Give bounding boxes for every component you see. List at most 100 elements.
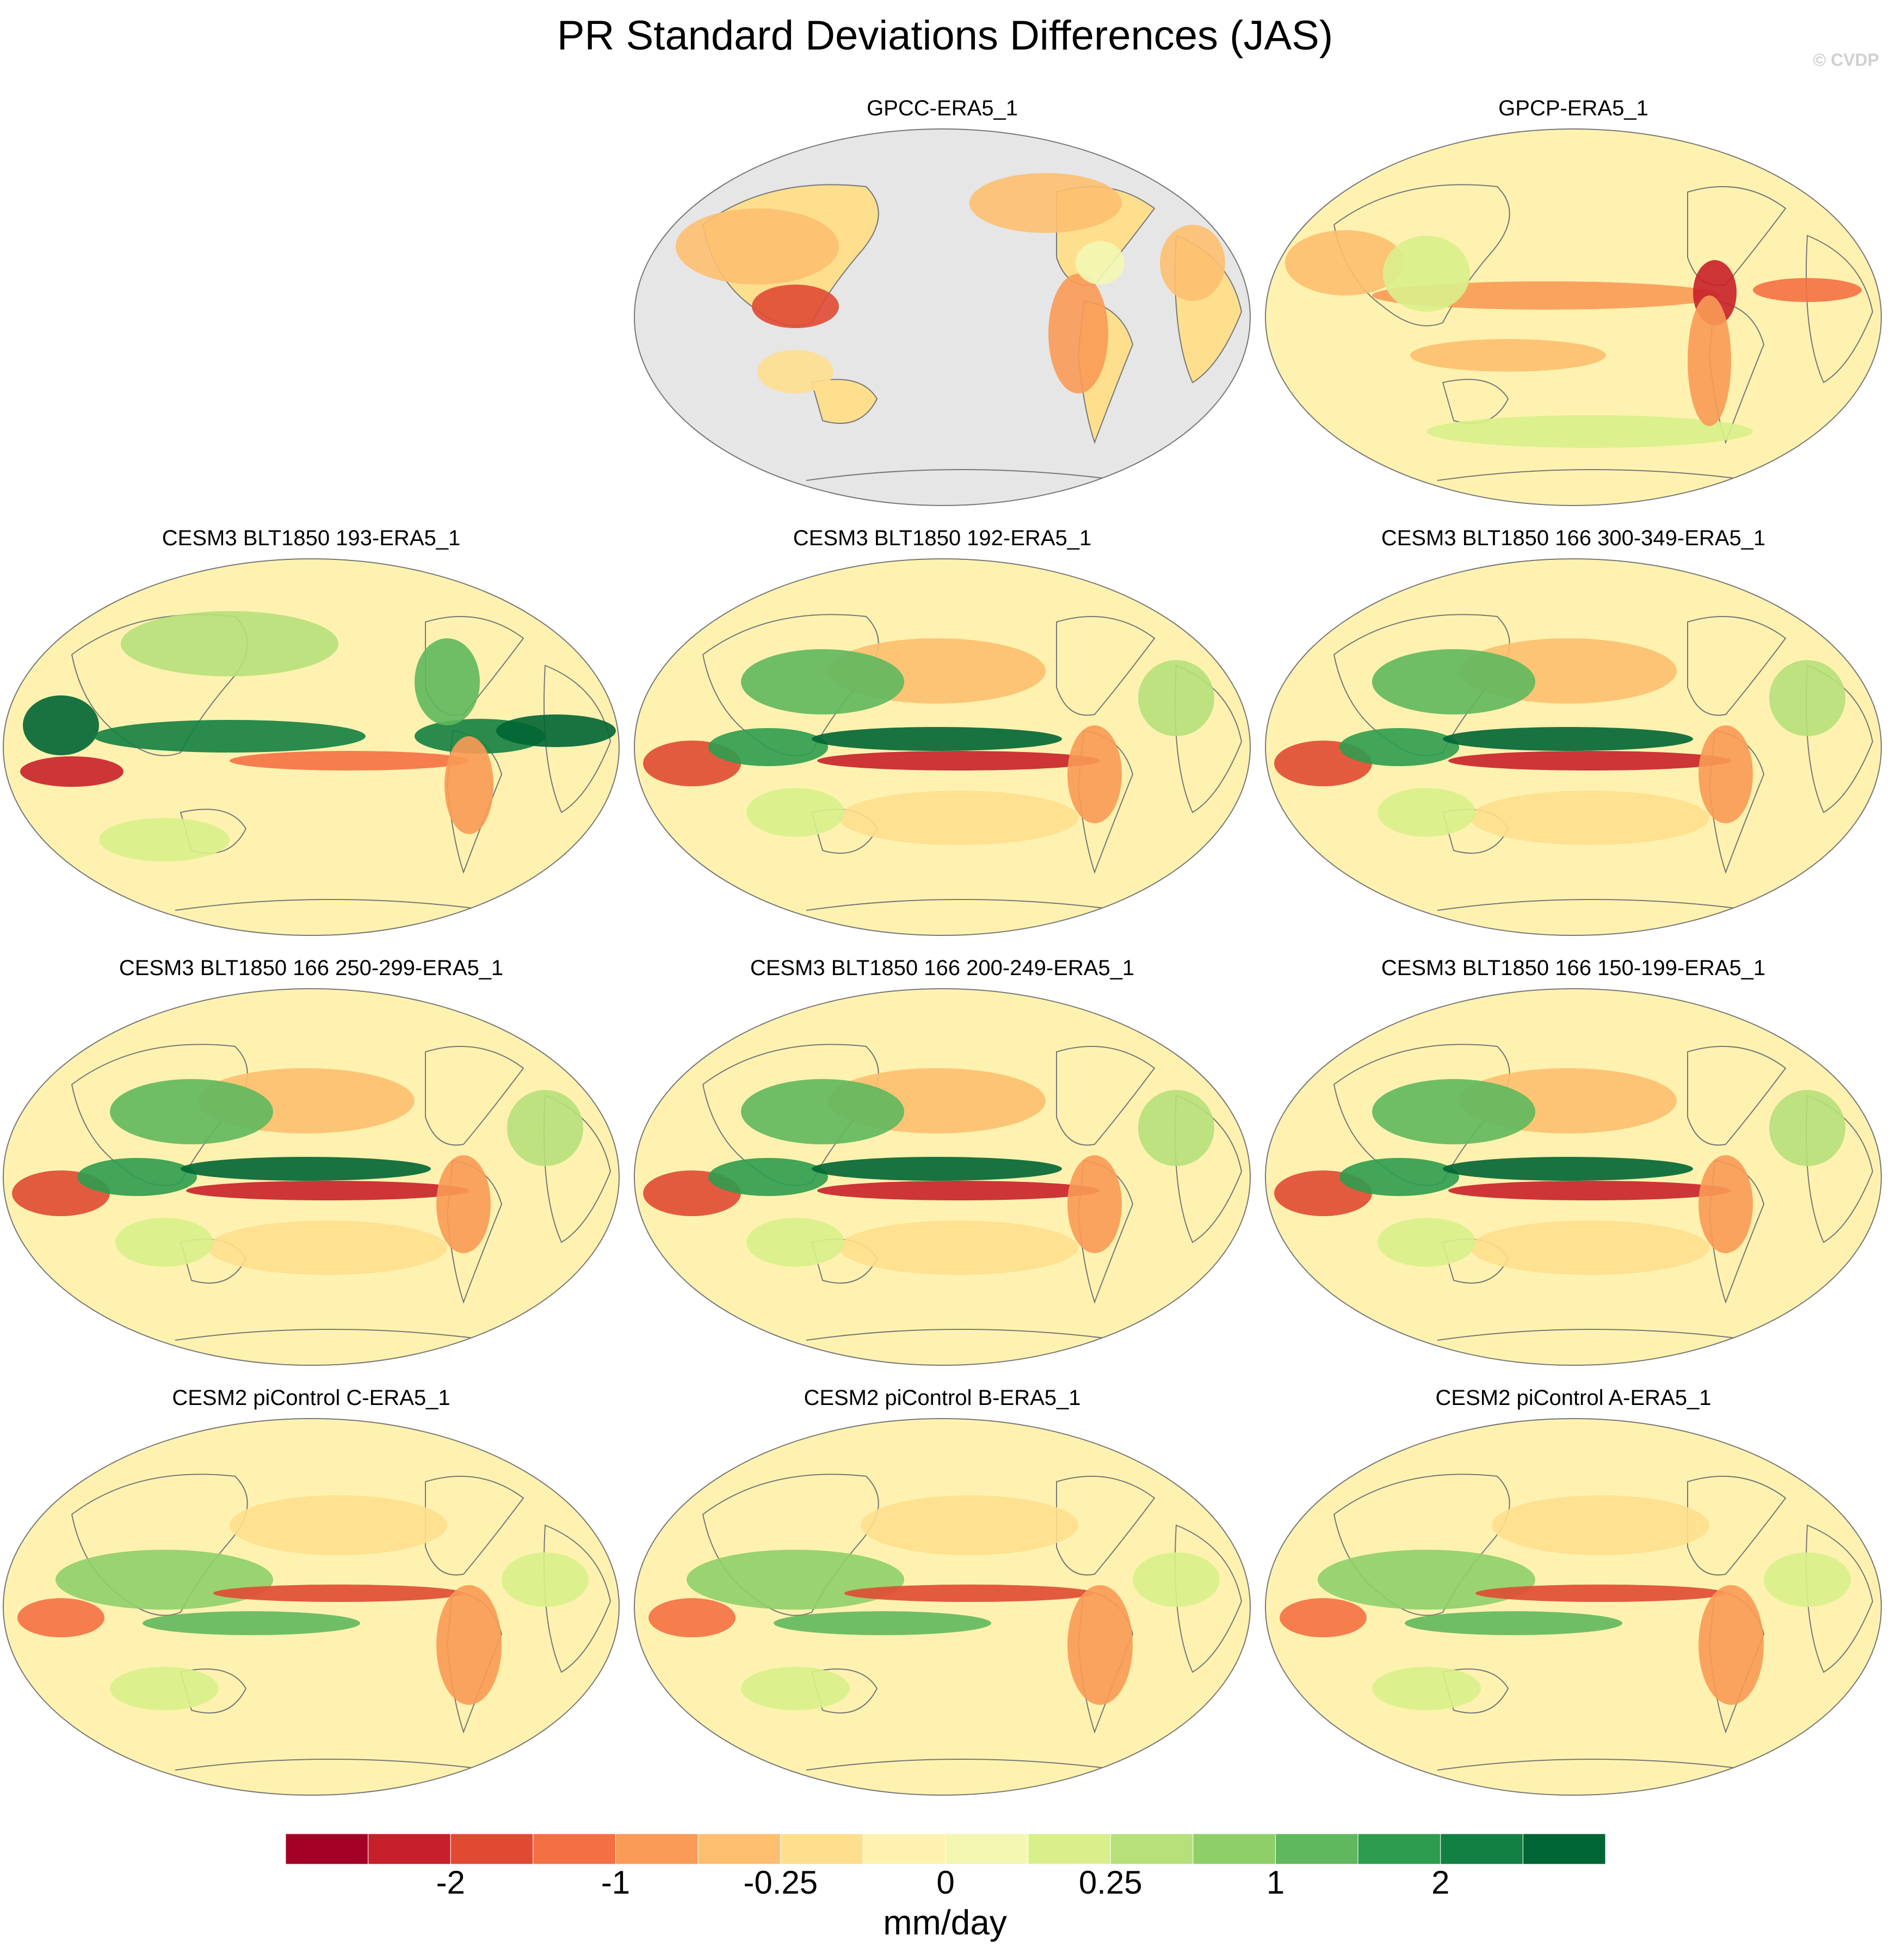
positive-anomaly xyxy=(507,1090,583,1166)
negative-anomaly xyxy=(186,1181,469,1200)
negative-anomaly xyxy=(1067,725,1122,823)
negative-anomaly xyxy=(839,791,1078,845)
positive-anomaly xyxy=(1076,241,1125,285)
antarctica-coast xyxy=(806,469,1122,481)
colorbar-box xyxy=(1522,1834,1605,1864)
negative-anomaly xyxy=(213,1585,464,1602)
south-america-landmass xyxy=(1077,730,1134,874)
colorbar-box xyxy=(1193,1834,1276,1864)
positive-anomaly xyxy=(1339,1158,1459,1196)
positive-anomaly xyxy=(94,720,366,753)
negative-anomaly xyxy=(757,350,833,393)
positive-anomaly xyxy=(1138,1090,1214,1166)
negative-anomaly xyxy=(208,1221,447,1275)
negative-anomaly xyxy=(839,1221,1078,1275)
map-outline xyxy=(634,558,1251,936)
negative-anomaly xyxy=(1698,1155,1753,1253)
negative-anomaly xyxy=(1048,274,1108,393)
panel-title: CESM2 piControl C-ERA5_1 xyxy=(172,1386,450,1410)
positive-anomaly xyxy=(502,1552,589,1607)
colorbar-box xyxy=(862,1834,946,1864)
map-panel: CESM3 BLT1850 166 200-249-ERA5_1 xyxy=(632,955,1252,1385)
panel-title: CESM3 BLT1850 193-ERA5_1 xyxy=(162,526,461,550)
negative-anomaly xyxy=(1470,1221,1709,1275)
panel-title: CESM2 piControl A-ERA5_1 xyxy=(1435,1386,1712,1410)
positive-anomaly xyxy=(741,649,904,714)
map-outline xyxy=(1265,128,1882,506)
negative-anomaly xyxy=(1067,1155,1122,1253)
positive-anomaly xyxy=(812,1157,1062,1181)
africa-landmass xyxy=(1175,664,1243,813)
positive-anomaly xyxy=(1443,727,1693,751)
positive-anomaly xyxy=(812,727,1062,751)
panel-title: CESM3 BLT1850 166 250-299-ERA5_1 xyxy=(119,956,504,980)
positive-anomaly xyxy=(746,788,844,837)
negative-anomaly xyxy=(1160,225,1225,301)
negative-anomaly xyxy=(1492,1495,1709,1555)
negative-anomaly xyxy=(1470,791,1709,845)
positive-anomaly xyxy=(55,1550,273,1610)
positive-anomaly xyxy=(1769,660,1845,736)
colorbar-tick-label: -0.25 xyxy=(743,1864,818,1901)
world-map xyxy=(1265,1418,1882,1796)
map-panel: CESM3 BLT1850 166 150-199-ERA5_1 xyxy=(1263,955,1883,1385)
positive-anomaly xyxy=(687,1550,904,1610)
negative-anomaly xyxy=(844,1585,1095,1602)
negative-anomaly xyxy=(230,751,469,771)
colorbar-box xyxy=(780,1834,863,1864)
panel-title: CESM3 BLT1850 166 300-349-ERA5_1 xyxy=(1381,526,1766,550)
watermark: © CVDP xyxy=(1813,50,1879,70)
positive-anomaly xyxy=(110,1667,219,1710)
positive-anomaly xyxy=(1372,1667,1481,1710)
map-panel: CESM3 BLT1850 166 250-299-ERA5_1 xyxy=(1,955,621,1385)
map-outline xyxy=(634,128,1251,506)
positive-anomaly xyxy=(1769,1090,1845,1166)
panel-title: CESM3 BLT1850 192-ERA5_1 xyxy=(793,526,1092,550)
colorbar-box xyxy=(286,1834,369,1864)
south-america-landmass xyxy=(1708,730,1765,874)
positive-anomaly xyxy=(121,611,338,676)
negative-anomaly xyxy=(436,1585,502,1705)
negative-anomaly xyxy=(817,1181,1100,1200)
positive-anomaly xyxy=(1339,728,1459,766)
antarctica-coast xyxy=(806,899,1122,911)
north-america-landmass xyxy=(1056,1476,1156,1576)
north-america-landmass xyxy=(1687,1046,1787,1146)
missing-ocean-area xyxy=(634,129,1250,506)
africa-landmass xyxy=(1175,1094,1243,1243)
colorbar-box xyxy=(533,1834,616,1864)
antarctica-coast xyxy=(1437,469,1753,481)
africa-landmass xyxy=(1806,235,1874,384)
africa-landmass xyxy=(1806,664,1874,813)
panel-title: CESM2 piControl B-ERA5_1 xyxy=(804,1386,1081,1410)
antarctica-coast xyxy=(1437,1759,1753,1771)
positive-anomaly xyxy=(1133,1552,1220,1607)
positive-anomaly xyxy=(23,695,99,755)
map-outline xyxy=(3,558,620,936)
negative-anomaly xyxy=(444,736,493,834)
positive-anomaly xyxy=(1318,1550,1535,1610)
positive-anomaly xyxy=(77,1158,197,1196)
positive-anomaly xyxy=(1426,415,1753,448)
colorbar-tick-label: 2 xyxy=(1431,1864,1450,1901)
negative-anomaly xyxy=(230,1495,447,1555)
antarctica-coast xyxy=(806,1759,1122,1771)
map-panel: GPCP-ERA5_1 xyxy=(1263,95,1883,525)
colorbar-tick-label: 0 xyxy=(936,1864,955,1901)
positive-anomaly xyxy=(1764,1552,1851,1607)
colorbar-box xyxy=(450,1834,534,1864)
world-map xyxy=(634,988,1251,1366)
negative-anomaly xyxy=(1285,230,1405,295)
negative-anomaly xyxy=(1280,1598,1367,1637)
colorbar-box xyxy=(1440,1834,1523,1864)
map-outline xyxy=(634,988,1251,1366)
antarctica-coast xyxy=(175,1329,491,1341)
colorbar-box xyxy=(945,1834,1029,1864)
panel-title: GPCP-ERA5_1 xyxy=(1498,96,1648,120)
asia-landmass xyxy=(1333,184,1510,326)
positive-anomaly xyxy=(741,1667,850,1710)
map-outline xyxy=(634,1418,1251,1796)
antarctica-coast xyxy=(1437,1329,1753,1341)
negative-anomaly xyxy=(752,285,839,328)
positive-anomaly xyxy=(1383,236,1470,312)
